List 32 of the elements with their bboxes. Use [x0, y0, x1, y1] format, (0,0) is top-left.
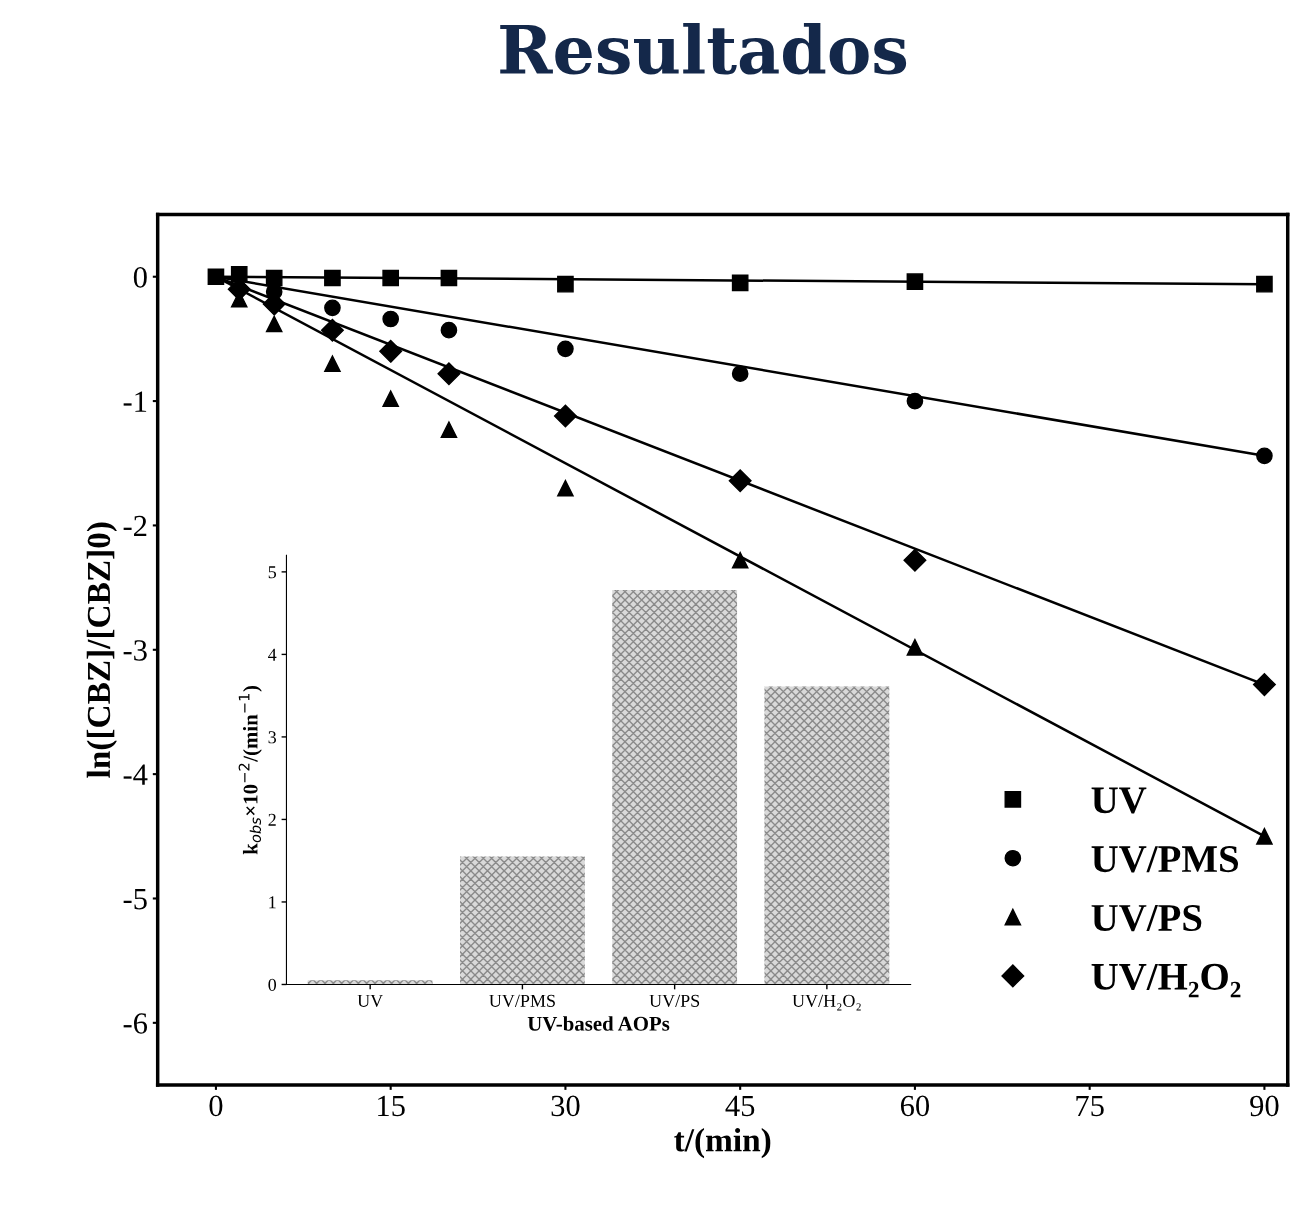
y-tick-label: 0: [133, 267, 147, 288]
legend-label: UV: [1091, 787, 1147, 814]
y-tick-label: -5: [123, 889, 147, 910]
y-tick-label: -1: [123, 391, 147, 412]
y-tick-label: 2: [268, 813, 276, 826]
y-tick-label: 3: [268, 731, 277, 744]
x-tick-label: 45: [725, 1095, 755, 1117]
x-tick-label: 90: [1250, 1095, 1279, 1117]
x-tick-label: 75: [1076, 1095, 1104, 1117]
chart-title: Resultados: [500, 22, 907, 75]
legend-label: UV/PS: [1091, 904, 1202, 932]
y-tick-label: 5: [268, 566, 277, 579]
y-axis-title: k$_{obs}$×10$^{−2}$/(min$^{−1}$): [238, 685, 262, 855]
y-tick-label: 1: [269, 896, 276, 909]
x-tick-label: UV: [357, 994, 384, 1007]
y-tick-label: 4: [268, 648, 277, 661]
y-axis-title: ln([CBZ]/[CBZ]0): [86, 522, 117, 778]
x-tick-label: 30: [551, 1095, 580, 1117]
y-tick-label: -3: [123, 640, 147, 661]
y-tick-label: 0: [268, 978, 277, 991]
x-tick-label: UV/PS: [649, 994, 700, 1007]
x-axis-title: UV-based AOPs: [527, 1016, 670, 1031]
x-tick-label: UV/H₂O₂: [792, 994, 861, 1011]
legend-label: UV/PMS: [1091, 846, 1239, 873]
x-tick-label: 0: [209, 1095, 223, 1117]
x-tick-label: UV/PMS: [489, 994, 555, 1007]
x-tick-label: 15: [378, 1095, 405, 1117]
y-tick-label: -2: [123, 515, 147, 537]
x-axis-title: t/(min): [674, 1128, 771, 1159]
y-tick-label: -6: [123, 1013, 148, 1034]
x-tick-label: 60: [900, 1095, 930, 1117]
y-tick-label: -4: [123, 764, 148, 785]
